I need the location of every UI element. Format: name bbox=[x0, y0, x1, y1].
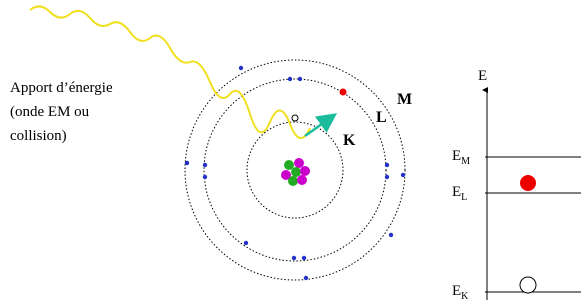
annotation: (onde EM ou bbox=[10, 104, 90, 120]
annotation: collision) bbox=[10, 128, 67, 144]
diagram: Apport d’énergie (onde EM ou collision) … bbox=[0, 0, 581, 302]
level-sub: K bbox=[461, 291, 469, 302]
excited-electron bbox=[340, 89, 347, 96]
level-label: EM bbox=[452, 148, 470, 167]
level-base: E bbox=[452, 184, 461, 200]
shell-label: L bbox=[376, 109, 387, 126]
transition-arrow bbox=[305, 116, 333, 136]
annotation: Apport d’énergie bbox=[10, 80, 113, 96]
vacancy bbox=[292, 115, 298, 121]
shell-label: K bbox=[343, 132, 356, 149]
vacancy bbox=[520, 277, 536, 293]
excited-electron bbox=[520, 175, 536, 191]
shell-label: M bbox=[397, 91, 412, 108]
level-label: EL bbox=[452, 184, 467, 203]
nucleus bbox=[281, 158, 310, 186]
level-base: E bbox=[452, 283, 461, 299]
level-sub: M bbox=[461, 156, 470, 167]
level-sub: L bbox=[461, 192, 467, 203]
axis-label: E bbox=[478, 68, 487, 84]
page: Apport d’énergie (onde EM ou collision) … bbox=[0, 0, 581, 302]
level-base: E bbox=[452, 148, 461, 164]
level-label: EK bbox=[452, 283, 469, 302]
